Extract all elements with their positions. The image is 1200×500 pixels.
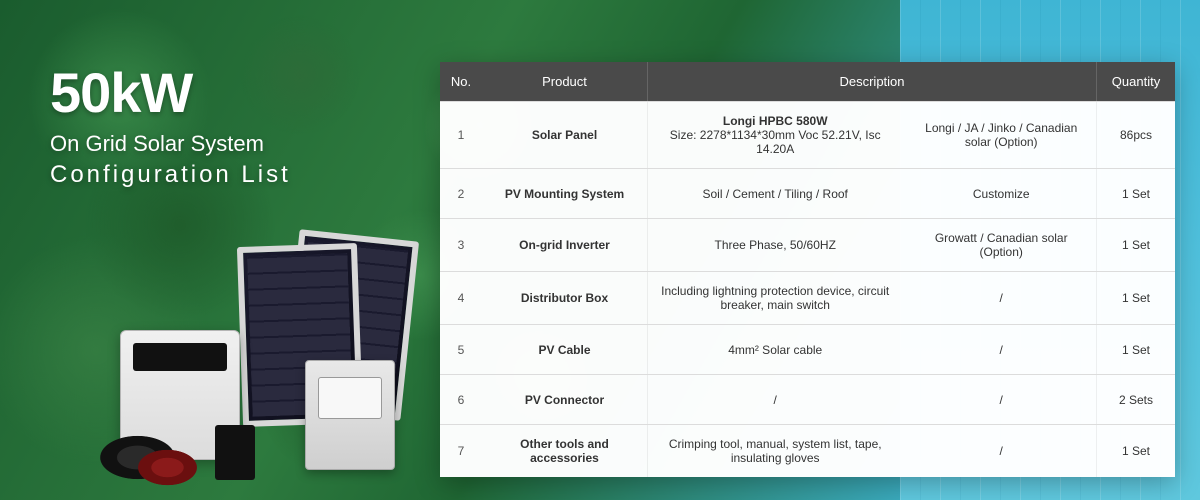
cell-desc-secondary: / [914, 291, 1088, 305]
cell-description: 4mm² Solar cable / [647, 325, 1097, 374]
cable-red-image [130, 445, 205, 490]
cell-desc-primary: Longi HPBC 580WSize: 2278*1134*30mm Voc … [656, 114, 894, 156]
cell-no: 6 [440, 375, 482, 424]
cell-description: Three Phase, 50/60HZ Growatt / Canadian s… [647, 219, 1097, 271]
table-row: 2PV Mounting SystemSoil / Cement / Tilin… [440, 168, 1175, 218]
distributor-box-image [305, 360, 395, 470]
cell-description: Soil / Cement / Tiling / Roof Customize [647, 169, 1097, 218]
cell-no: 5 [440, 325, 482, 374]
cell-no: 1 [440, 102, 482, 168]
table-body: 1Solar PanelLongi HPBC 580WSize: 2278*11… [440, 101, 1175, 477]
cell-desc-secondary: / [914, 343, 1088, 357]
cell-product: On-grid Inverter [482, 219, 647, 271]
cell-desc-primary: Crimping tool, manual, system list, tape… [656, 437, 894, 465]
cell-description: Crimping tool, manual, system list, tape… [647, 425, 1097, 477]
cell-quantity: 1 Set [1097, 272, 1175, 324]
cell-desc-secondary: / [914, 393, 1088, 407]
cell-no: 4 [440, 272, 482, 324]
heading-line1: On Grid Solar System [50, 131, 291, 157]
table-row: 1Solar PanelLongi HPBC 580WSize: 2278*11… [440, 101, 1175, 168]
config-table: No. Product Description Quantity 1Solar … [440, 62, 1175, 477]
cell-desc-primary: Including lightning protection device, c… [656, 284, 894, 312]
cell-desc-primary: Soil / Cement / Tiling / Roof [656, 187, 894, 201]
cell-quantity: 1 Set [1097, 425, 1175, 477]
cell-desc-primary: Three Phase, 50/60HZ [656, 238, 894, 252]
heading-block: 50kW On Grid Solar System Configuration … [50, 60, 291, 189]
cell-product: Other tools and accessories [482, 425, 647, 477]
cell-quantity: 2 Sets [1097, 375, 1175, 424]
cell-desc-secondary: Growatt / Canadian solar (Option) [914, 231, 1088, 259]
table-row: 3On-grid Inverter Three Phase, 50/60HZ Gro… [440, 218, 1175, 271]
cell-product: Distributor Box [482, 272, 647, 324]
cell-desc-primary: / [656, 393, 894, 407]
heading-power: 50kW [50, 60, 291, 125]
cell-desc-primary: 4mm² Solar cable [656, 343, 894, 357]
col-header-description: Description [647, 62, 1097, 101]
cell-quantity: 86pcs [1097, 102, 1175, 168]
cell-no: 2 [440, 169, 482, 218]
cell-desc-secondary: / [914, 444, 1088, 458]
col-header-product: Product [482, 62, 647, 101]
cell-product: PV Connector [482, 375, 647, 424]
cell-product: PV Mounting System [482, 169, 647, 218]
product-images [90, 230, 420, 490]
cell-product: PV Cable [482, 325, 647, 374]
table-row: 6PV Connector//2 Sets [440, 374, 1175, 424]
cell-quantity: 1 Set [1097, 219, 1175, 271]
cell-desc-secondary: Longi / JA / Jinko / Canadian solar (Opt… [914, 121, 1088, 149]
cell-description: Longi HPBC 580WSize: 2278*1134*30mm Voc … [647, 102, 1097, 168]
connector-image [215, 425, 255, 480]
cell-no: 3 [440, 219, 482, 271]
heading-line2: Configuration List [50, 161, 291, 189]
table-header-row: No. Product Description Quantity [440, 62, 1175, 101]
table-row: 7Other tools and accessories Crimping too… [440, 424, 1175, 477]
col-header-no: No. [440, 62, 482, 101]
table-row: 4Distributor Box Including lightning prot… [440, 271, 1175, 324]
table-row: 5PV Cable 4mm² Solar cable / 1 Set [440, 324, 1175, 374]
col-header-quantity: Quantity [1097, 62, 1175, 101]
cell-quantity: 1 Set [1097, 325, 1175, 374]
cell-no: 7 [440, 425, 482, 477]
cell-product: Solar Panel [482, 102, 647, 168]
cell-description: Including lightning protection device, c… [647, 272, 1097, 324]
cell-description: // [647, 375, 1097, 424]
cell-desc-secondary: Customize [914, 187, 1088, 201]
cell-quantity: 1 Set [1097, 169, 1175, 218]
